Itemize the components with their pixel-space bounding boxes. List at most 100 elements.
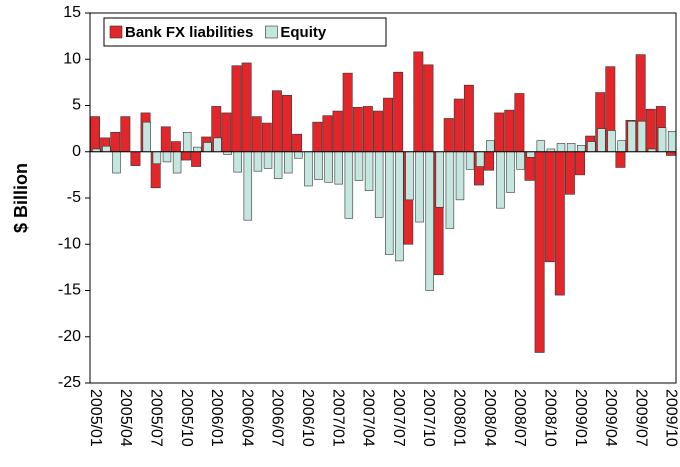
bar — [90, 116, 100, 153]
x-tick-label: 2005/07 — [147, 389, 164, 447]
bar — [362, 106, 373, 153]
bar — [243, 151, 253, 221]
x-tick-label: 2009/04 — [602, 389, 619, 447]
bar — [162, 151, 172, 163]
legend-swatch — [265, 25, 278, 39]
bar — [292, 133, 303, 153]
x-tick-label: 2007/01 — [329, 389, 346, 447]
bar — [294, 151, 303, 159]
bar — [617, 140, 626, 153]
x-tick-label: 2007/10 — [420, 389, 437, 447]
bar — [536, 140, 546, 153]
bar — [324, 151, 333, 183]
bar — [615, 151, 626, 168]
bar — [221, 112, 232, 153]
bar — [332, 110, 343, 153]
bar — [455, 151, 465, 201]
y-tick-label: -15 — [58, 282, 81, 299]
x-tick-label: 2006/04 — [238, 389, 255, 447]
x-tick-label: 2006/01 — [208, 389, 225, 447]
x-tick-label: 2008/04 — [481, 389, 498, 447]
bar — [496, 151, 505, 209]
x-tick-label: 2007/04 — [360, 389, 377, 447]
bar — [554, 151, 565, 296]
bar — [251, 116, 262, 153]
bar — [170, 141, 181, 153]
bar — [142, 121, 152, 153]
bar — [241, 62, 252, 153]
bar — [534, 151, 545, 353]
x-tick-label: 2006/07 — [269, 389, 286, 447]
bar — [667, 131, 677, 153]
bar — [393, 71, 404, 153]
bar — [566, 143, 576, 153]
bar — [514, 93, 525, 153]
legend-box — [103, 17, 387, 47]
x-tick-label: 2009/07 — [632, 389, 649, 447]
bar — [556, 143, 566, 153]
bar — [564, 151, 575, 195]
bar — [385, 151, 394, 255]
bar — [576, 144, 586, 153]
plot-frame — [89, 12, 677, 384]
y-tick-label: -25 — [58, 374, 81, 391]
x-tick-label: 2005/10 — [178, 389, 195, 447]
bar — [544, 151, 555, 263]
bar — [415, 151, 424, 223]
bar — [506, 151, 515, 193]
bar — [425, 151, 434, 291]
y-tick-label: -5 — [67, 189, 81, 206]
bar — [413, 51, 424, 153]
y-tick-label: 5 — [72, 97, 81, 114]
bar — [152, 151, 162, 165]
bar — [445, 151, 455, 229]
x-tick-label: 2008/10 — [541, 389, 558, 447]
bar — [484, 151, 495, 171]
bar — [283, 151, 293, 174]
bar — [322, 115, 333, 153]
x-tick-label: 2007/07 — [390, 389, 407, 447]
bar — [645, 108, 656, 153]
bar — [463, 84, 474, 153]
y-tick-label: 15 — [63, 4, 81, 21]
bar — [334, 151, 343, 185]
x-tick-label: 2005/01 — [87, 389, 104, 447]
bar — [112, 151, 121, 174]
bar — [405, 151, 414, 201]
y-tick-label: 10 — [63, 50, 81, 67]
bar — [191, 151, 202, 167]
y-tick-label: -20 — [58, 328, 81, 345]
bar — [231, 65, 242, 153]
legend-text: Equity — [280, 24, 326, 41]
bar — [383, 97, 393, 153]
bar — [607, 130, 616, 153]
legend-swatch — [109, 25, 123, 39]
bar — [453, 98, 464, 153]
y-tick-label: 0 — [72, 143, 81, 160]
bar — [494, 112, 505, 153]
bar — [110, 132, 121, 153]
bar — [130, 151, 141, 166]
bar — [475, 151, 485, 167]
bar — [657, 127, 667, 153]
bar — [263, 151, 273, 169]
bar — [395, 151, 404, 262]
x-tick-label: 2009/10 — [663, 389, 680, 447]
bar — [435, 151, 445, 208]
bar — [627, 120, 636, 153]
bar — [666, 151, 676, 156]
bar — [160, 126, 171, 153]
x-tick-label: 2005/04 — [117, 389, 134, 447]
bar — [597, 128, 606, 153]
x-tick-label: 2006/10 — [299, 389, 316, 447]
bar — [102, 145, 111, 153]
bar — [575, 151, 585, 176]
bar — [364, 151, 374, 191]
bar — [374, 151, 384, 218]
bar — [193, 146, 202, 153]
x-tick-label: 2008/07 — [511, 389, 528, 447]
bar — [354, 151, 364, 181]
bar — [233, 151, 242, 173]
bar — [314, 151, 323, 180]
bar — [516, 151, 525, 170]
